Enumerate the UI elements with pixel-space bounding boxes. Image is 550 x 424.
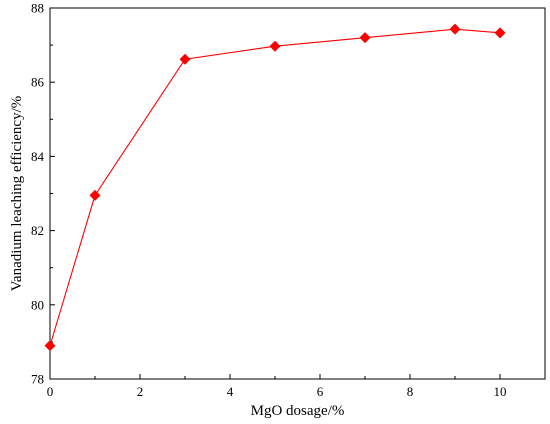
y-tick-label: 82 [31, 223, 44, 238]
y-tick-label: 78 [31, 372, 44, 387]
plot-frame [49, 7, 546, 380]
x-tick-label: 8 [407, 384, 414, 399]
x-tick-label: 0 [47, 384, 54, 399]
y-axis-title: Vanadium leaching efficiency/% [9, 96, 25, 291]
axes [49, 7, 546, 380]
series-line [49, 28, 501, 346]
data-point [269, 40, 281, 52]
x-tick-label: 2 [137, 384, 144, 399]
series-group [44, 23, 506, 352]
data-point [359, 32, 371, 44]
x-tick-label: 4 [227, 384, 234, 399]
data-point [89, 189, 101, 201]
x-axis-title: MgO dosage/% [251, 403, 345, 419]
x-tick-label: 6 [317, 384, 324, 399]
data-point [449, 23, 461, 35]
x-axis-ticks: 0 2 4 6 8 10 [47, 374, 507, 399]
x-tick-label: 10 [494, 384, 507, 399]
data-point [179, 53, 191, 65]
y-tick-label: 86 [31, 75, 45, 90]
data-point [494, 27, 506, 39]
y-tick-label: 84 [31, 149, 45, 164]
data-point [44, 340, 56, 352]
y-tick-label: 80 [31, 297, 44, 312]
y-tick-label: 88 [31, 1, 44, 16]
y-axis-ticks: 78 80 82 84 86 88 [31, 1, 55, 387]
